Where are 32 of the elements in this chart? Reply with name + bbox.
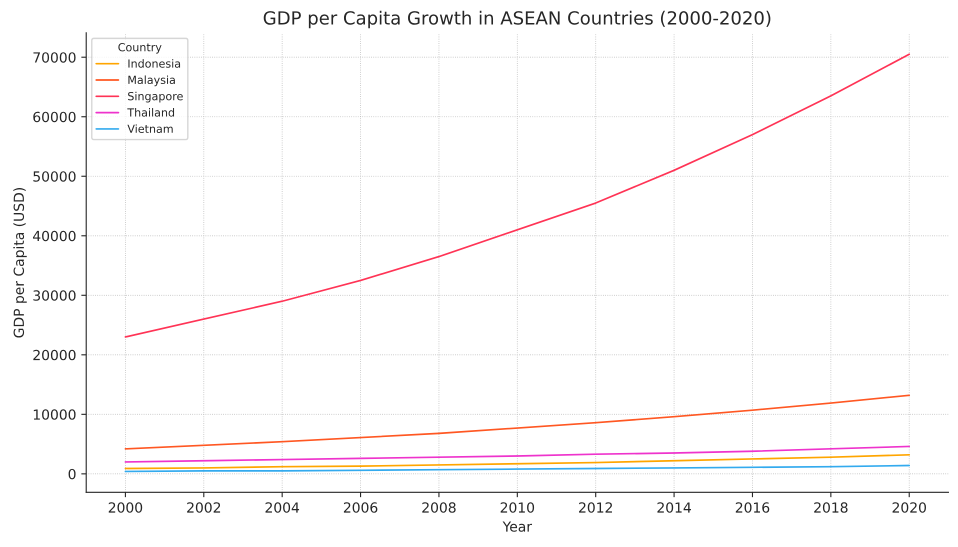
y-tick-label: 70000 (33, 52, 76, 63)
legend-title: Country (118, 43, 162, 54)
y-axis-title: GDP per Capita (USD) (13, 188, 27, 338)
y-tick-label: 50000 (33, 171, 76, 182)
x-tick-label: 2010 (500, 502, 534, 513)
x-tick-label: 2002 (187, 502, 220, 513)
y-tick-label: 60000 (33, 112, 76, 122)
line-series (124, 454, 910, 470)
x-tick-label: 2018 (814, 502, 848, 513)
y-tick-label: 30000 (33, 290, 76, 301)
y-tick-label: 40000 (32, 230, 76, 242)
y-tick-label: 0 (68, 468, 76, 480)
line-series (124, 394, 910, 450)
x-tick-label: 2008 (422, 502, 456, 513)
x-tick-label: 2014 (657, 502, 691, 513)
x-tick-label: 2012 (579, 502, 612, 513)
x-tick-label: 2020 (892, 502, 926, 513)
line-series (124, 53, 910, 338)
legend-label: Singapore (128, 92, 183, 102)
x-tick-label: 2004 (266, 502, 300, 513)
line-series (124, 446, 910, 463)
x-tick-label: 2016 (736, 502, 770, 513)
legend-label: Thailand (127, 108, 174, 117)
chart-title: GDP per Capita Growth in ASEAN Countries (2000-2020) (264, 10, 770, 28)
y-tick-label: 10000 (34, 409, 76, 420)
x-tick-label: 2000 (108, 502, 142, 513)
x-tick-label: 2006 (344, 502, 378, 513)
legend-label: Malaysia (128, 75, 175, 86)
legend-label: Vietnam (127, 124, 173, 133)
y-tick-label: 20000 (33, 350, 76, 360)
x-axis-title: Year (502, 521, 532, 532)
legend-label: Indonesia (128, 59, 180, 68)
